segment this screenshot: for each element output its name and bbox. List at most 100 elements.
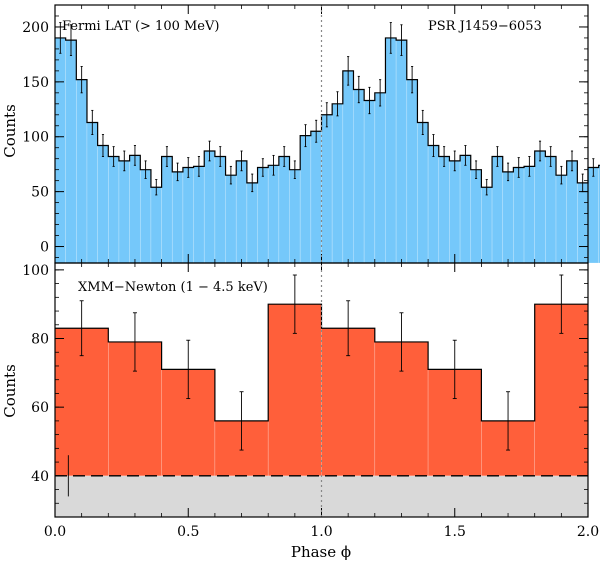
bar <box>171 171 184 264</box>
error-bar <box>347 56 350 86</box>
error-bar <box>559 274 564 334</box>
error-bar <box>165 146 168 167</box>
bar <box>331 103 344 264</box>
error-bar <box>240 150 243 172</box>
error-bar <box>293 160 296 179</box>
bar <box>502 171 514 264</box>
error-bar <box>261 158 264 177</box>
error-bar <box>208 140 211 162</box>
error-bar <box>379 79 382 107</box>
error-bar <box>69 24 73 56</box>
x-tick-label: 0.0 <box>44 524 66 540</box>
error-bar <box>452 339 457 400</box>
error-bar <box>133 145 137 166</box>
error-bar <box>336 91 339 117</box>
bar <box>246 182 258 264</box>
bar <box>310 130 322 264</box>
bar <box>321 114 333 264</box>
error-bar <box>292 274 297 334</box>
bar <box>577 182 589 264</box>
x-tick-label: 1.0 <box>310 524 332 540</box>
bar <box>449 160 461 264</box>
bar <box>598 164 600 264</box>
error-bar <box>155 179 158 196</box>
error-bar <box>506 391 511 451</box>
error-bar <box>123 150 126 172</box>
bar <box>545 156 557 264</box>
bar <box>534 150 546 264</box>
y-tick-label: 100 <box>22 263 49 279</box>
error-bar <box>272 154 275 176</box>
bar <box>406 79 418 264</box>
x-axis-title: Phase ϕ <box>291 543 351 561</box>
bar <box>65 39 77 264</box>
y-tick-label: 60 <box>31 400 49 416</box>
bar <box>235 160 248 264</box>
x-tick-label: 0.5 <box>177 524 199 540</box>
error-bar <box>464 145 467 166</box>
error-bar <box>80 66 83 94</box>
error-bar <box>251 173 254 193</box>
error-bar <box>485 179 488 196</box>
error-bar <box>325 102 328 128</box>
bar <box>108 156 120 264</box>
pulsar-name: PSR J1459−6053 <box>428 19 542 34</box>
x-tick-label: 2.0 <box>577 524 599 540</box>
y-tick-label: 200 <box>22 20 49 36</box>
error-bar <box>453 150 456 172</box>
error-bar <box>346 300 351 357</box>
bar <box>139 169 152 264</box>
error-bar <box>187 157 190 178</box>
fermi-bars <box>54 37 600 264</box>
bar <box>76 79 88 264</box>
y-tick-label: 40 <box>31 469 49 485</box>
error-bar <box>560 165 563 185</box>
bar <box>342 70 354 264</box>
xmm-annotation: XMM−Newton (1 − 4.5 keV) <box>78 280 268 295</box>
error-bar <box>538 140 542 162</box>
error-bar <box>368 86 371 115</box>
error-bar <box>496 146 499 167</box>
xmm-ticks: 40 60 80 100 0.0 0.5 1.0 1.5 2.0 <box>22 263 599 540</box>
bar <box>374 92 386 264</box>
bar <box>150 186 162 264</box>
error-bar <box>144 160 147 179</box>
error-bar <box>79 300 84 357</box>
bar <box>193 166 205 264</box>
bar <box>491 156 504 264</box>
bar <box>587 167 599 264</box>
error-bar <box>592 158 595 177</box>
error-bar <box>389 22 392 54</box>
error-bar <box>357 75 360 104</box>
error-bar <box>59 22 62 54</box>
error-bar <box>239 391 244 451</box>
bar <box>459 155 472 264</box>
y-tick-label: 150 <box>22 75 49 91</box>
error-bar <box>517 157 520 178</box>
bar <box>385 37 397 264</box>
fermi-y-axis-title: Counts <box>1 104 19 158</box>
error-bar <box>219 146 222 167</box>
error-bar <box>443 146 446 167</box>
bar <box>267 164 280 264</box>
bar <box>214 156 226 264</box>
bar <box>257 167 269 264</box>
error-bar <box>528 156 531 177</box>
fermi-panel: 0 50 100 150 200 Fermi LAT (> 100 MeV) PSR J… <box>1 4 600 264</box>
bar <box>481 186 493 264</box>
error-bar <box>283 146 286 167</box>
bar <box>417 122 429 264</box>
bar <box>299 135 312 264</box>
error-bar <box>91 109 94 135</box>
error-bar <box>475 160 478 179</box>
bar <box>523 166 535 264</box>
bar <box>86 122 98 264</box>
bar <box>427 145 440 264</box>
bar <box>470 169 482 264</box>
bar <box>161 156 173 264</box>
error-bar <box>421 109 424 135</box>
bar <box>129 155 141 264</box>
error-bar <box>132 312 137 372</box>
y-tick-label: 80 <box>31 332 49 348</box>
